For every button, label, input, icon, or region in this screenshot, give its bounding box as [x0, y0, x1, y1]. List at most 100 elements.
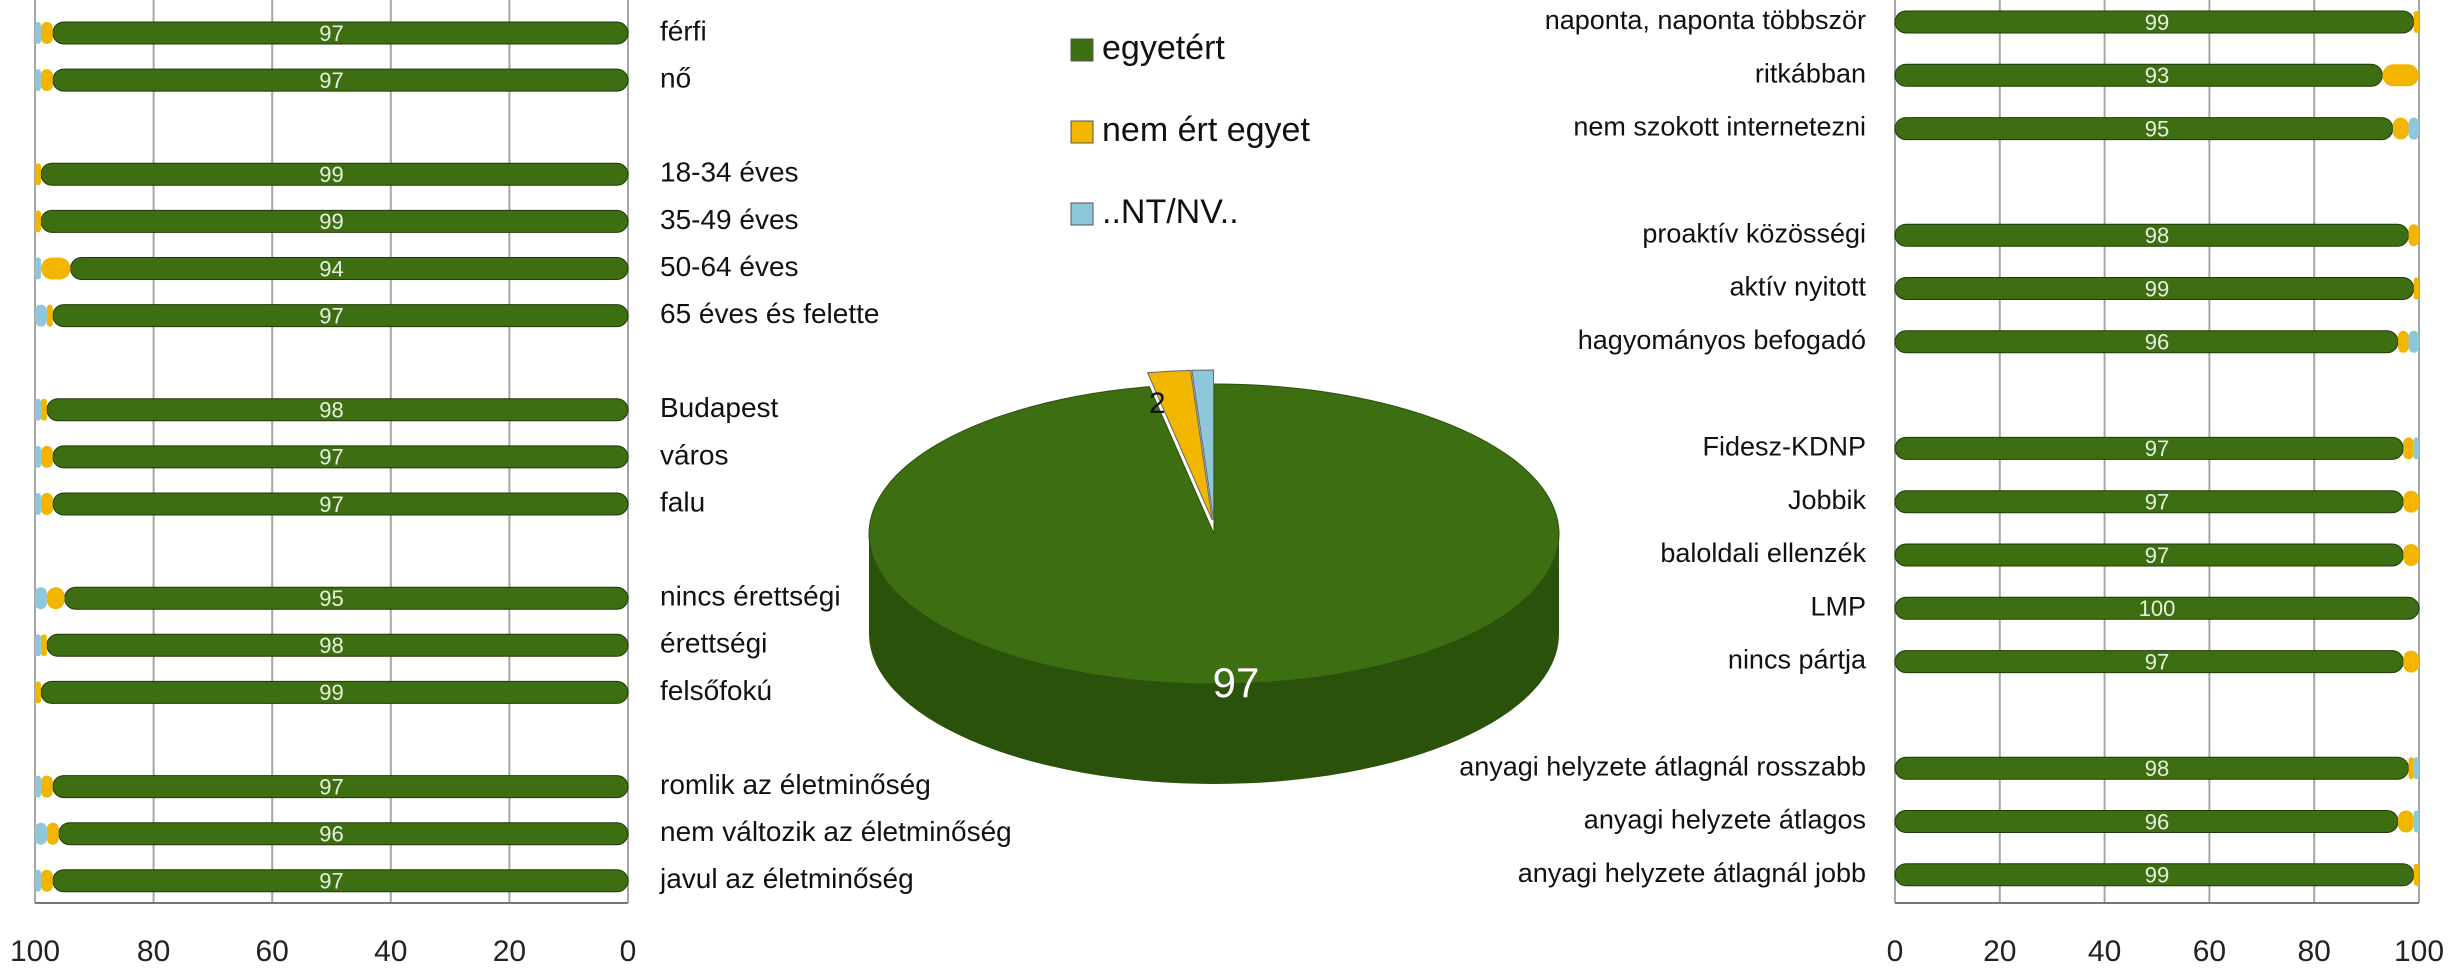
category-label: 35-49 éves	[660, 204, 799, 235]
bar	[46, 822, 59, 845]
bar	[40, 445, 53, 468]
x-tick-label: 40	[2088, 935, 2121, 968]
category-label: nincs érettségi	[660, 581, 841, 612]
category-label: város	[660, 439, 728, 470]
bar	[40, 69, 53, 92]
bar	[35, 869, 41, 892]
bar	[40, 398, 47, 421]
data-label: 98	[319, 398, 343, 423]
pie-slice	[868, 383, 1560, 685]
bar	[64, 586, 629, 610]
data-label: 99	[2145, 10, 2169, 35]
data-label: 97	[2145, 436, 2169, 461]
legend-swatch	[1070, 202, 1094, 226]
bar	[46, 304, 53, 327]
bar	[35, 822, 47, 845]
category-label: baloldali ellenzék	[1660, 538, 1866, 568]
category-label: anyagi helyzete átlagnál rosszabb	[1459, 751, 1866, 781]
x-tick-label: 100	[10, 935, 60, 968]
category-label: anyagi helyzete átlagnál jobb	[1518, 858, 1866, 888]
bar	[2382, 64, 2419, 87]
category-label: Fidesz-KDNP	[1702, 432, 1866, 462]
data-label: 99	[319, 162, 343, 187]
data-label: 93	[2145, 63, 2169, 88]
data-label: 96	[319, 822, 343, 847]
data-label: 97	[2145, 490, 2169, 515]
x-tick-label: 80	[137, 935, 170, 968]
category-label: aktív nyitott	[1729, 272, 1866, 302]
bar	[2413, 277, 2419, 300]
legend-swatch	[1070, 38, 1094, 62]
bar	[1894, 63, 2383, 87]
bar	[40, 775, 53, 798]
bar	[35, 634, 41, 657]
legend-label: nem ért egyet	[1102, 111, 1310, 149]
category-label: romlik az életminőség	[660, 769, 931, 800]
category-label: anyagi helyzete átlagos	[1584, 805, 1866, 835]
x-tick-label: 40	[374, 935, 407, 968]
category-label: 50-64 éves	[660, 251, 799, 282]
bar	[35, 681, 41, 704]
bar	[35, 493, 41, 515]
category-label: nincs pártja	[1728, 645, 1867, 675]
data-label: 97	[1213, 659, 1260, 706]
bar	[35, 69, 41, 92]
pie-slice	[1191, 369, 1215, 521]
bar	[40, 22, 53, 44]
x-tick-label: 60	[2193, 935, 2226, 968]
data-label: 99	[319, 680, 343, 705]
bar	[40, 869, 53, 892]
bar	[35, 398, 41, 421]
data-label: 97	[319, 869, 343, 894]
data-label: 96	[2145, 809, 2169, 834]
category-label: hagyományos befogadó	[1578, 325, 1866, 355]
data-label: 98	[319, 633, 343, 658]
category-label: 65 éves és felette	[660, 298, 879, 329]
bar	[35, 304, 47, 327]
bar	[2413, 863, 2419, 886]
bar	[2403, 437, 2414, 460]
bar	[40, 634, 47, 657]
bar	[2398, 810, 2414, 833]
data-label: 99	[2145, 863, 2169, 888]
data-label: 97	[319, 492, 343, 517]
bar	[2413, 810, 2419, 833]
x-tick-label: 80	[2298, 935, 2331, 968]
data-label: 95	[2145, 116, 2169, 141]
data-label: 98	[2145, 223, 2169, 248]
legend-label: egyetért	[1102, 29, 1225, 67]
bar	[35, 587, 47, 610]
x-tick-label: 60	[256, 935, 289, 968]
data-label: 97	[319, 68, 343, 93]
category-label: proaktív közösségi	[1642, 218, 1866, 248]
data-label: 97	[319, 21, 343, 46]
category-label: nem változik az életminőség	[660, 816, 1012, 847]
x-tick-label: 0	[620, 935, 637, 968]
bar	[2413, 757, 2419, 780]
category-label: nem szokott internetezni	[1573, 112, 1866, 142]
category-label: LMP	[1810, 591, 1866, 621]
x-tick-label: 100	[2394, 935, 2444, 968]
data-label: 97	[319, 774, 343, 799]
bar	[46, 587, 65, 610]
bar	[35, 257, 41, 280]
data-label: 94	[319, 256, 343, 281]
bar	[2413, 11, 2419, 33]
data-label: 97	[319, 445, 343, 470]
bar	[35, 22, 41, 44]
category-label: érettségi	[660, 628, 767, 659]
bar	[2408, 757, 2414, 780]
category-label: naponta, naponta többször	[1545, 5, 1866, 35]
data-label: 2	[1149, 387, 1166, 420]
data-label: 100	[2139, 596, 2176, 621]
data-label: 99	[319, 209, 343, 234]
category-label: javul az életminőség	[659, 863, 914, 894]
category-label: Jobbik	[1788, 485, 1867, 515]
data-label: 97	[319, 303, 343, 328]
x-tick-label: 20	[1983, 935, 2016, 968]
bar	[2398, 330, 2409, 353]
bar	[2403, 650, 2419, 673]
bar	[2413, 437, 2419, 460]
bar	[35, 775, 41, 798]
